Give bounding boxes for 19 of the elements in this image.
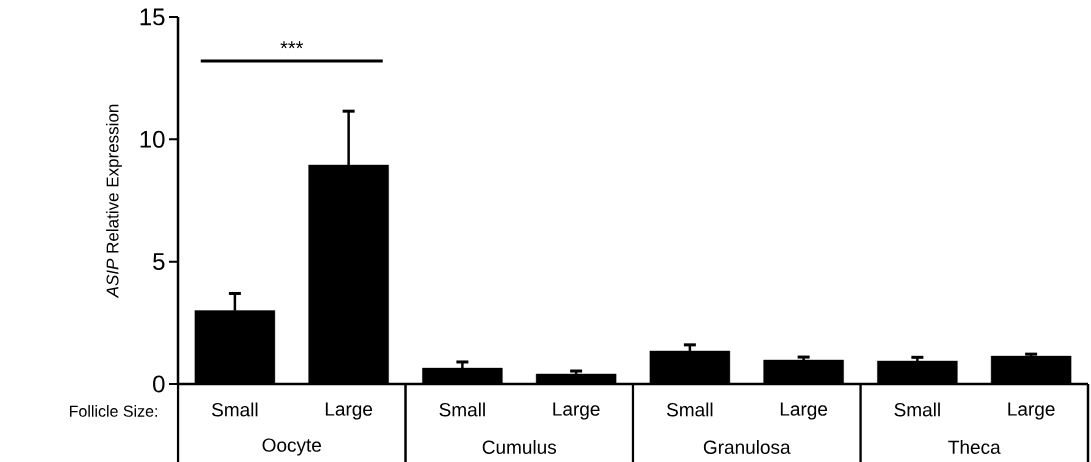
x-tick-label: Small — [666, 402, 713, 417]
x-axis-title: Follicle Size: — [69, 405, 157, 417]
y-tick-label: 5 — [153, 253, 165, 271]
x-tick-label: Small — [211, 402, 258, 417]
text: Oocyte — [262, 438, 322, 456]
text: Theca — [948, 440, 1001, 454]
annotation: *** — [280, 41, 304, 49]
text: Cumulus — [482, 440, 557, 454]
y-tick-label: 15 — [140, 8, 165, 26]
y-tick-label: 10 — [140, 130, 165, 148]
x-tick-label: Large — [325, 402, 373, 420]
x-tick-label: Large — [1008, 402, 1055, 420]
x-tick-label: Small — [894, 402, 940, 417]
y-axis-title: ASIP Relative Expression — [106, 104, 122, 299]
y-tick-label: 0 — [153, 375, 165, 393]
x-tick-label: Large — [553, 402, 600, 420]
text: Granulosa — [703, 440, 791, 454]
x-tick-label: Small — [439, 402, 485, 417]
x-tick-label: Large — [780, 402, 828, 420]
